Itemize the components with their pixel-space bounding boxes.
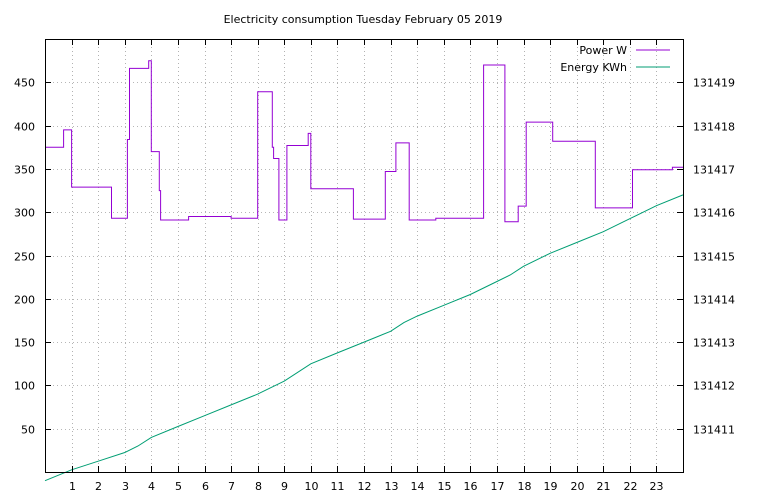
- y-tick-label: 100: [14, 380, 35, 393]
- x-tick-label: 8: [255, 480, 262, 493]
- x-tick-label: 3: [122, 480, 129, 493]
- x-tick-label: 13: [385, 480, 399, 493]
- y-tick-label: 50: [21, 424, 35, 437]
- x-tick-label: 17: [491, 480, 505, 493]
- x-tick-label: 16: [464, 480, 478, 493]
- x-tick-label: 10: [305, 480, 319, 493]
- y2-tick-label: 131414: [693, 294, 735, 307]
- y-tick-label: 300: [14, 207, 35, 220]
- series-line-0: [45, 60, 683, 223]
- grid-lines: [45, 39, 683, 472]
- x-tick-label: 11: [331, 480, 345, 493]
- legend: Power W Energy KWh: [560, 44, 670, 74]
- x-tick-label: 20: [571, 480, 585, 493]
- x-tick-label: 2: [95, 480, 102, 493]
- y2-tick-label: 131411: [693, 424, 735, 437]
- y-tick-label: 200: [14, 294, 35, 307]
- y-tick-label: 400: [14, 121, 35, 134]
- x-tick-label: 19: [544, 480, 558, 493]
- series-line-1: [44, 194, 684, 482]
- x-tick-label: 9: [281, 480, 288, 493]
- x-tick-label: 14: [411, 480, 425, 493]
- x-tick-label: 1: [69, 480, 76, 493]
- legend-label: Power W: [579, 44, 627, 57]
- y2-tick-label: 131419: [693, 77, 735, 90]
- x-tick-label: 7: [228, 480, 235, 493]
- y2-tick-label: 131412: [693, 380, 735, 393]
- x-tick-label: 6: [202, 480, 209, 493]
- x-tick-label: 4: [148, 480, 155, 493]
- y-tick-label: 250: [14, 251, 35, 264]
- y2-tick-label: 131415: [693, 251, 735, 264]
- chart-title: Electricity consumption Tuesday February…: [224, 13, 503, 26]
- y2-tick-label: 131416: [693, 207, 735, 220]
- y-tick-label: 450: [14, 77, 35, 90]
- x-tick-label: 15: [438, 480, 452, 493]
- y2-tick-label: 131417: [693, 164, 735, 177]
- x-tick-label: 21: [597, 480, 611, 493]
- x-tick-label: 23: [650, 480, 664, 493]
- y-tick-label: 150: [14, 337, 35, 350]
- x-tick-label: 22: [624, 480, 638, 493]
- x-tick-label: 5: [175, 480, 182, 493]
- legend-label: Energy KWh: [560, 61, 627, 74]
- x-tick-label: 12: [358, 480, 372, 493]
- y-tick-label: 350: [14, 164, 35, 177]
- plot-series: [44, 60, 684, 482]
- axes: 1 2 3 4 5 6 7 8 9 10 11 12 13 14 15 16 17 18 19 20 21 22 23501…: [14, 39, 735, 493]
- x-tick-label: 18: [518, 480, 532, 493]
- y2-tick-label: 131418: [693, 121, 735, 134]
- y2-tick-label: 131413: [693, 337, 735, 350]
